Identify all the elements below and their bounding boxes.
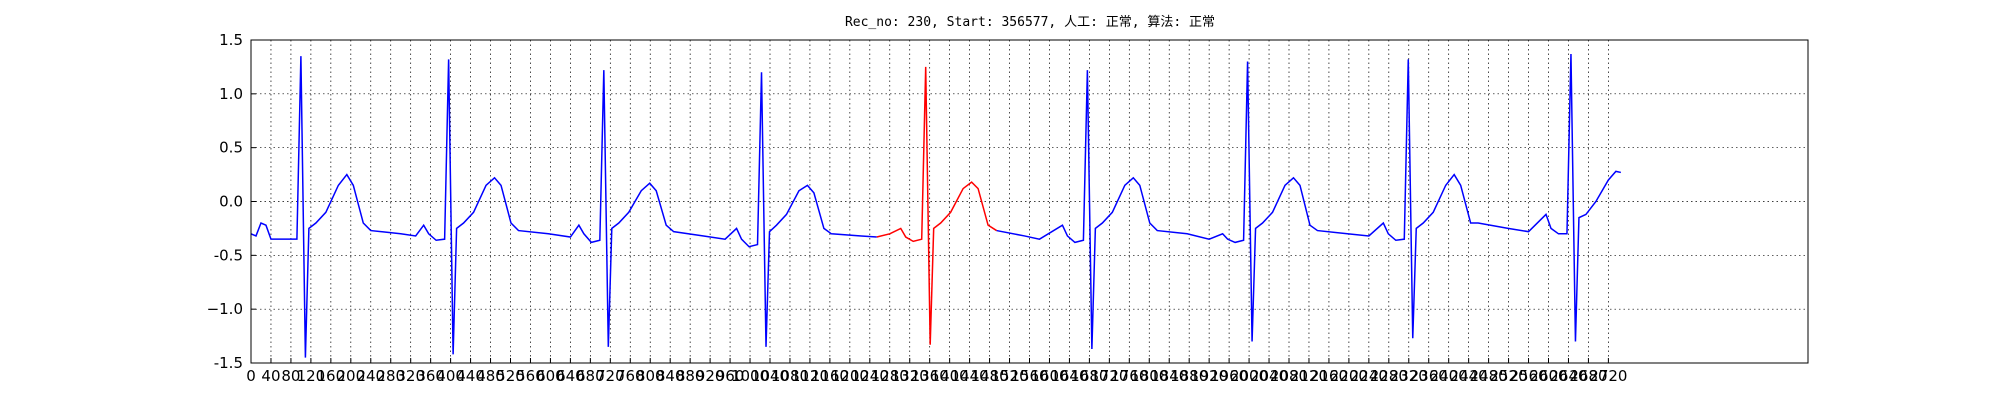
y-tick-label: -0.5 [214, 246, 243, 264]
x-tick-label: 1160 [811, 367, 849, 385]
x-tick-label: 1360 [911, 367, 949, 385]
x-tick-label: 760 [616, 367, 645, 385]
x-tick-label: 1760 [1110, 367, 1148, 385]
x-tick-label: 2200 [1330, 367, 1368, 385]
y-tick-label: 1.0 [219, 85, 243, 103]
x-tick-label: 1960 [1210, 367, 1248, 385]
x-tick-label: 480 [476, 367, 505, 385]
x-tick-label: 2400 [1430, 367, 1468, 385]
x-tick-label: 1040 [751, 367, 789, 385]
x-tick-label: 440 [456, 367, 485, 385]
x-tick-label: 2440 [1450, 367, 1488, 385]
x-tick-label: 360 [416, 367, 445, 385]
ecg-line [250, 56, 877, 358]
x-tick-label: 2720 [1589, 367, 1627, 385]
x-tick-label: 120 [297, 367, 326, 385]
x-tick-label: 1440 [951, 367, 989, 385]
chart-title: Rec_no: 230, Start: 356577, 人工: 正常, 算法: … [845, 15, 1215, 30]
x-tick-label: 1280 [871, 367, 909, 385]
x-tick-label: 1600 [1030, 367, 1068, 385]
y-tick-label: 0.5 [219, 139, 243, 157]
x-tick-label: 280 [376, 367, 405, 385]
ecg-line [876, 66, 997, 345]
ecg-line [996, 53, 1622, 350]
x-tick-label: 2560 [1509, 367, 1547, 385]
x-tick-label: 560 [516, 367, 545, 385]
x-tick-label: 1840 [1150, 367, 1188, 385]
x-tick-label: 2080 [1270, 367, 1308, 385]
x-tick-label: 160 [317, 367, 346, 385]
x-tick-label: 1120 [791, 367, 829, 385]
x-tick-label: 1920 [1190, 367, 1228, 385]
x-tick-label: 680 [576, 367, 605, 385]
x-tick-label: 800 [636, 367, 665, 385]
x-tick-label: 640 [556, 367, 585, 385]
x-tick-label: 1560 [1010, 367, 1048, 385]
y-tick-label: −1.0 [207, 300, 243, 318]
plot-frame [250, 39, 1809, 364]
x-tick-label: 1640 [1050, 367, 1088, 385]
x-tick-label: 1200 [831, 367, 869, 385]
x-tick-label: 1520 [990, 367, 1028, 385]
x-tick-label: 1720 [1090, 367, 1128, 385]
x-tick-label: 1800 [1130, 367, 1168, 385]
x-tick-label: 2320 [1390, 367, 1428, 385]
x-tick-label: 920 [696, 367, 725, 385]
x-tick-label: 600 [536, 367, 565, 385]
x-tick-label: 2480 [1470, 367, 1508, 385]
x-tick-label: 2680 [1569, 367, 1607, 385]
x-tick-label: 960 [716, 367, 745, 385]
x-tick-label: 2360 [1410, 367, 1448, 385]
x-tick-label: 720 [596, 367, 625, 385]
x-tick-label: 2040 [1250, 367, 1288, 385]
y-tick-label: 0.0 [219, 193, 243, 211]
x-tick-label: 840 [656, 367, 685, 385]
x-tick-label: 240 [356, 367, 385, 385]
x-tick-label: 2520 [1489, 367, 1527, 385]
x-tick-label: 1880 [1170, 367, 1208, 385]
x-tick-label: 2240 [1350, 367, 1388, 385]
x-tick-label: 1000 [731, 367, 769, 385]
x-tick-label: 2160 [1310, 367, 1348, 385]
x-tick-label: 40 [261, 367, 280, 385]
x-tick-label: 1080 [771, 367, 809, 385]
x-tick-label: 0 [246, 367, 256, 385]
x-tick-label: 880 [676, 367, 705, 385]
x-tick-label: 2280 [1370, 367, 1408, 385]
x-tick-label: 1400 [931, 367, 969, 385]
y-tick-label: -1.5 [214, 354, 243, 372]
x-tick-label: 2600 [1529, 367, 1567, 385]
x-tick-label: 2640 [1549, 367, 1587, 385]
y-tick-label: 1.5 [219, 31, 243, 49]
x-tick-label: 200 [336, 367, 365, 385]
x-tick-label: 2000 [1230, 367, 1268, 385]
x-tick-label: 1680 [1070, 367, 1108, 385]
x-tick-label: 1240 [851, 367, 889, 385]
x-tick-label: 320 [396, 367, 425, 385]
x-tick-label: 520 [496, 367, 525, 385]
x-tick-label: 80 [281, 367, 300, 385]
x-tick-label: 400 [436, 367, 465, 385]
x-tick-label: 2120 [1290, 367, 1328, 385]
x-tick-label: 1480 [970, 367, 1008, 385]
x-tick-label: 1320 [891, 367, 929, 385]
